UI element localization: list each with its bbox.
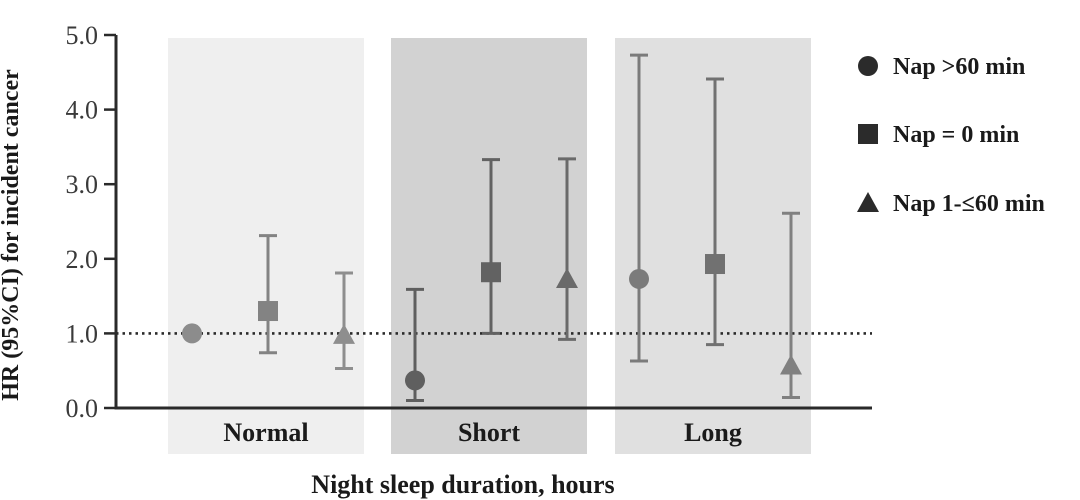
data-marks bbox=[182, 53, 802, 403]
category-bands bbox=[168, 38, 811, 454]
category-label-short: Short bbox=[458, 418, 520, 447]
data-point-square bbox=[258, 301, 278, 322]
category-labels: Normal Short Long bbox=[223, 418, 742, 447]
legend-marker-square bbox=[858, 124, 878, 144]
legend-label: Nap 1-≤60 min bbox=[893, 191, 1045, 217]
data-point-triangle bbox=[333, 323, 355, 344]
data-point-circle bbox=[182, 323, 202, 344]
legend-marker-triangle bbox=[857, 192, 879, 212]
y-axis-title: HR (95%CI) for incident cancer bbox=[0, 69, 24, 401]
legend: Nap >60 min Nap = 0 min Nap 1-≤60 min bbox=[857, 54, 1045, 217]
x-axis-title: Night sleep duration, hours bbox=[311, 470, 614, 499]
legend-label: Nap >60 min bbox=[893, 54, 1025, 80]
legend-label: Nap = 0 min bbox=[893, 122, 1019, 148]
y-tick-label: 5.0 bbox=[66, 21, 99, 50]
data-point-triangle bbox=[556, 267, 578, 288]
data-point-triangle bbox=[780, 354, 802, 375]
y-tick-label: 4.0 bbox=[66, 96, 99, 125]
category-label-normal: Normal bbox=[223, 418, 308, 447]
category-label-long: Long bbox=[684, 418, 742, 447]
category-band-normal bbox=[168, 38, 364, 454]
legend-marker-circle bbox=[858, 56, 878, 76]
data-point-square bbox=[481, 262, 501, 283]
y-tick-label: 3.0 bbox=[66, 170, 99, 199]
y-tick-label: 1.0 bbox=[66, 319, 99, 348]
data-point-circle bbox=[629, 268, 649, 289]
category-band-long bbox=[615, 38, 811, 454]
axes: 0.0 1.0 2.0 3.0 4.0 5.0 bbox=[66, 21, 872, 423]
y-tick-label: 2.0 bbox=[66, 245, 99, 274]
y-tick-label: 0.0 bbox=[66, 394, 99, 423]
data-point-circle bbox=[405, 370, 425, 391]
category-band-short bbox=[391, 38, 587, 454]
data-point-square bbox=[705, 254, 725, 275]
